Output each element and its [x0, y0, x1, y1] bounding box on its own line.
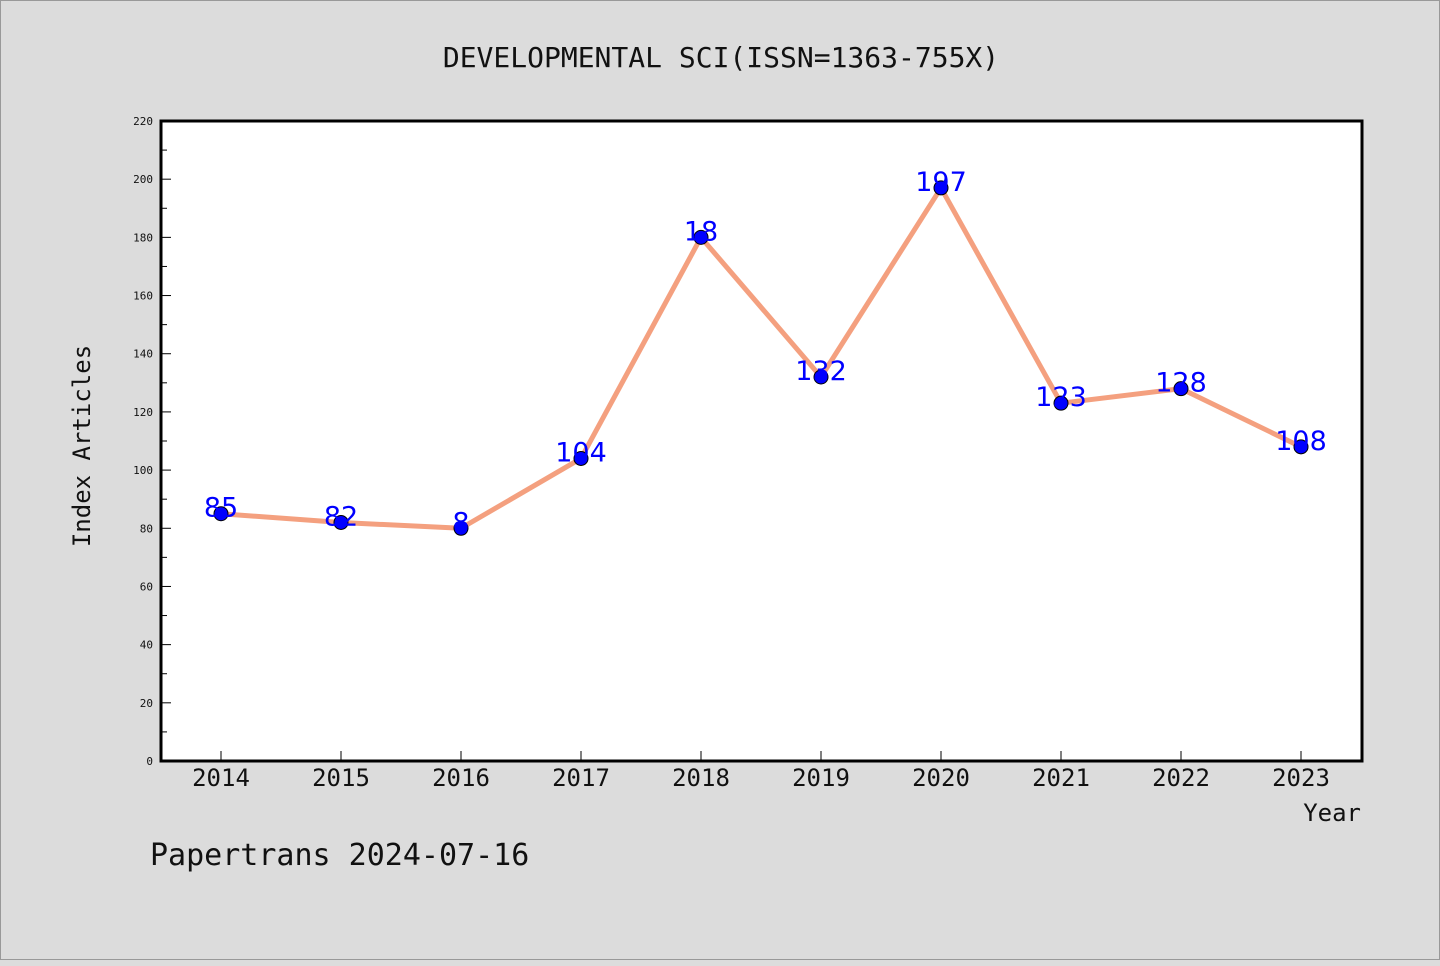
data-point: [333, 514, 349, 530]
x-tick-label: 2020: [912, 764, 970, 792]
data-label: 8: [452, 507, 469, 538]
x-tick-label: 2016: [432, 764, 490, 792]
data-labels: 85 82 8 104 18 132 197 123 128 108: [204, 167, 1327, 538]
y-tick-label: 180: [133, 231, 153, 244]
y-tick-label: 100: [133, 464, 153, 477]
y-tick-label: 140: [133, 348, 153, 361]
x-tick-label: 2019: [792, 764, 850, 792]
data-point: [1053, 395, 1069, 411]
data-points: [213, 180, 1309, 536]
series-polyline: [218, 185, 1304, 531]
x-tick-label: 2017: [552, 764, 610, 792]
series-line: [218, 185, 1304, 531]
y-tick-label: 220: [133, 115, 153, 128]
y-axis-label: Index Articles: [68, 345, 96, 547]
y-tick-label: 120: [133, 406, 153, 419]
y-tick-label: 80: [140, 522, 153, 535]
data-point: [1293, 439, 1309, 455]
data-label: 18: [684, 216, 718, 247]
data-point: [213, 506, 229, 522]
data-label: 85: [204, 493, 238, 524]
plot-area: [159, 119, 1364, 763]
data-label: 104: [555, 437, 607, 468]
x-tick-label: 2014: [192, 764, 250, 792]
data-point: [933, 180, 949, 196]
data-label: 82: [324, 501, 358, 532]
y-tick-label: 60: [140, 580, 153, 593]
footer-text: Papertrans 2024-07-16: [150, 838, 529, 873]
x-tick-label: 2018: [672, 764, 730, 792]
y-tick-label: 160: [133, 290, 153, 303]
x-tick-label: 2015: [312, 764, 370, 792]
y-tick-label: 20: [140, 697, 153, 710]
data-point: [453, 520, 469, 536]
data-label: 132: [795, 356, 847, 387]
x-axis-label: Year: [1303, 799, 1361, 827]
data-label: 108: [1275, 426, 1327, 457]
data-point: [693, 229, 709, 245]
y-tick-label: 0: [146, 755, 153, 768]
data-point: [813, 369, 829, 385]
y-tick-label: 200: [133, 173, 153, 186]
chart-title: DEVELOPMENTAL SCI(ISSN=1363-755X): [443, 41, 999, 74]
x-tick-label: 2022: [1152, 764, 1210, 792]
x-axis-ticks: 2014 2015 2016 2017 2018 2019 2020 2021 2022 2023: [192, 751, 1330, 792]
y-tick-label: 40: [140, 639, 153, 652]
data-point: [573, 450, 589, 466]
x-tick-label: 2023: [1272, 764, 1330, 792]
x-tick-label: 2021: [1032, 764, 1090, 792]
y-axis-ticks: 0 20 40 60 80 100 120 140 160 180 200 220: [133, 115, 171, 768]
data-label: 123: [1035, 382, 1087, 413]
data-point: [1173, 381, 1189, 397]
data-label: 197: [915, 167, 967, 198]
data-label: 128: [1155, 368, 1207, 399]
